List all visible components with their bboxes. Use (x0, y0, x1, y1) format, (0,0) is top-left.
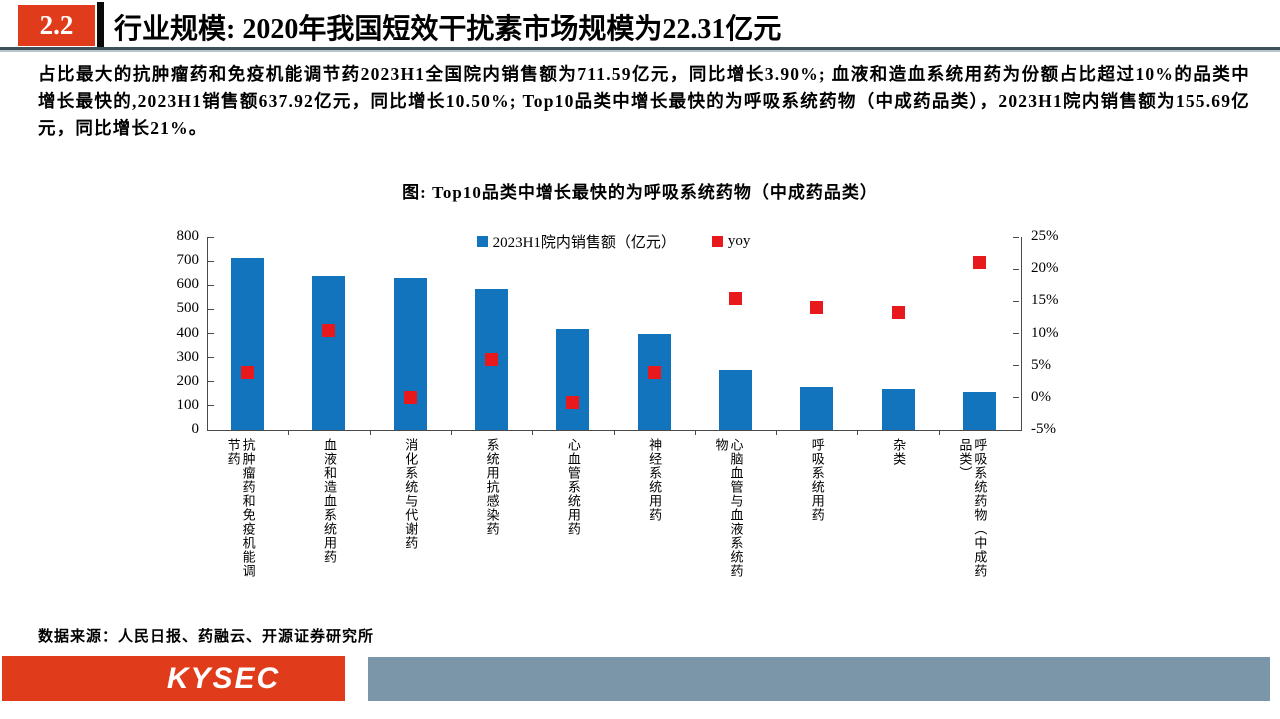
y-axis-left-tick-label: 300 (176, 348, 200, 365)
x-axis-category-label: 抗肿瘤药和免疫机能调节药 (225, 438, 256, 578)
legend-label-yoy: yoy (727, 233, 751, 249)
yoy-marker-0 (241, 366, 255, 380)
bottom-accent-bar (368, 657, 1270, 701)
bar-8 (881, 389, 915, 430)
summary-paragraph: 占比最大的抗肿瘤药和免疫机能调节药2023H1全国院内销售额为711.59亿元，… (38, 64, 1250, 138)
bar-1 (312, 276, 346, 430)
yoy-marker-5 (647, 366, 661, 380)
x-axis-tick (857, 431, 859, 435)
y-axis-left-tick-label: 200 (176, 372, 200, 389)
x-axis-category-label: 呼吸系统用药 (809, 438, 825, 522)
y-axis-left-tick-label: 400 (176, 324, 200, 341)
legend-swatch-yoy-icon (711, 236, 723, 247)
yoy-marker-4 (566, 395, 580, 409)
chart-title: 图: Top10品类中增长最快的为呼吸系统药物（中成药品类） (402, 183, 878, 202)
kysec-logo: KYSEC (2, 656, 345, 701)
yoy-marker-7 (810, 300, 824, 314)
legend-item-sales: 2023H1院内销售额（亿元） (476, 231, 676, 252)
bar-7 (800, 387, 834, 430)
plot-area (207, 237, 1022, 431)
x-axis-tick (532, 431, 534, 435)
y-axis-left-tick-label: 100 (176, 396, 200, 413)
legend-label-sales: 2023H1院内销售额（亿元） (492, 235, 676, 251)
y-axis-left-tick-label: 500 (176, 300, 200, 317)
x-axis-category-label: 呼吸系统药物（中成药品类） (957, 438, 988, 578)
y-axis-right-tick (1013, 300, 1019, 302)
x-axis-category-label: 心血管系统用药 (565, 438, 581, 536)
data-source-note: 数据来源：人民日报、药融云、开源证券研究所 (38, 629, 375, 645)
yoy-marker-8 (891, 306, 905, 320)
y-axis-right-tick-label: 20% (1031, 260, 1059, 277)
yoy-marker-9 (972, 256, 986, 270)
y-axis-left-tick-label: 600 (176, 276, 200, 293)
y-axis-right-tick (1013, 365, 1019, 367)
x-axis-tick (369, 431, 371, 435)
header-rule-dark (0, 47, 1280, 50)
bar-0 (231, 258, 265, 430)
y-axis-right-tick (1013, 333, 1019, 334)
legend-item-yoy: yoy (711, 231, 751, 252)
y-axis-right-tick-label: 15% (1031, 292, 1059, 309)
y-axis-right-tick (1013, 429, 1019, 431)
kysec-logo-text: KYSEC (166, 661, 281, 695)
bar-5 (637, 333, 671, 430)
yoy-marker-1 (322, 323, 336, 337)
y-axis-right-tick-label: 0% (1031, 388, 1051, 405)
bar-6 (718, 370, 752, 430)
x-axis-category-label: 血液和造血系统用药 (321, 438, 337, 564)
x-axis-tick (288, 431, 290, 435)
y-axis-left-tick (208, 236, 214, 238)
x-axis-tick (450, 431, 452, 435)
y-axis-left-tick (208, 260, 214, 262)
y-axis-left-tick (208, 308, 214, 310)
x-axis-tick (694, 431, 696, 435)
yoy-marker-3 (485, 353, 499, 367)
x-axis-category-label: 杂类 (891, 438, 907, 466)
y-axis-left-tick (208, 381, 214, 383)
header-rule-light (0, 50, 1280, 52)
x-axis-tick (776, 431, 778, 435)
chart-legend: 2023H1院内销售额（亿元） yoy (207, 231, 1020, 252)
y-axis-left-tick (208, 284, 214, 286)
y-axis-left-tick (208, 405, 214, 407)
y-axis-left-tick (208, 429, 214, 431)
bar-9 (962, 392, 996, 430)
y-axis-left-tick-label: 800 (176, 228, 200, 244)
x-axis-category-label: 系统用抗感染药 (484, 438, 500, 536)
yoy-marker-2 (403, 390, 417, 404)
y-axis-right-tick-label: 25% (1031, 228, 1059, 244)
y-axis-right-tick (1013, 397, 1019, 399)
y-axis-right-tick (1013, 268, 1019, 270)
y-axis-right-tick (1013, 236, 1019, 238)
y-axis-right-tick-label: 5% (1031, 356, 1051, 373)
page-title: 行业规模: 2020年我国短效干扰素市场规模为22.31亿元 (114, 14, 782, 45)
y-axis-left-tick-label: 700 (176, 252, 200, 269)
x-axis-tick (613, 431, 615, 435)
bar-4 (556, 329, 590, 430)
y-axis-right-tick-label: -5% (1031, 421, 1056, 437)
x-axis-category-label: 心脑血管与血液系统药物 (713, 438, 744, 578)
y-axis-right-tick-label: 10% (1031, 324, 1059, 341)
x-axis-category-label: 神经系统用药 (647, 438, 663, 522)
header-divider-bar (97, 2, 104, 47)
legend-swatch-sales-icon (476, 236, 488, 247)
x-axis-category-label: 消化系统与代谢药 (403, 438, 419, 550)
section-number-badge: 2.2 (18, 5, 95, 46)
y-axis-left-tick (208, 333, 214, 334)
yoy-marker-6 (728, 292, 742, 306)
y-axis-left-tick-label: 0 (191, 421, 200, 437)
x-axis-tick (938, 431, 940, 435)
y-axis-left-tick (208, 357, 214, 359)
bar-2 (393, 278, 427, 430)
